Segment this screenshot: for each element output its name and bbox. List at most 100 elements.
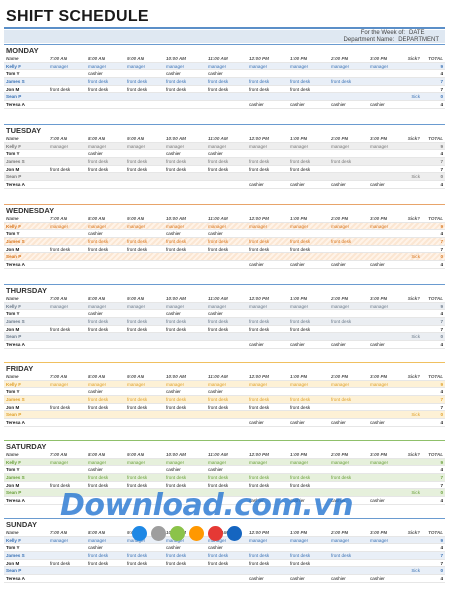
employee-name[interactable]: Kelly F [6,381,22,387]
employee-name[interactable]: James S [6,159,25,165]
shift-cell[interactable]: manager [88,63,107,69]
shift-cell[interactable]: cashier [370,576,385,582]
employee-name[interactable]: Jon M [6,482,20,488]
shift-cell[interactable]: front desk [88,159,109,165]
shift-cell[interactable]: cashier [249,102,264,108]
shift-cell[interactable]: front desk [166,326,187,332]
sick-cell[interactable]: Sick [411,174,420,180]
employee-name[interactable]: Tom Y [6,151,20,157]
employee-name[interactable]: Teresa A [6,498,25,504]
shift-cell[interactable]: manager [88,143,107,149]
shift-cell[interactable]: front desk [290,397,311,403]
shift-cell[interactable]: manager [370,303,389,309]
shift-cell[interactable]: front desk [127,560,148,566]
shift-cell[interactable]: cashier [88,311,103,317]
shift-cell[interactable]: front desk [166,475,187,481]
shift-cell[interactable]: front desk [127,166,148,172]
shift-cell[interactable]: front desk [127,79,148,85]
employee-name[interactable]: Tom Y [6,545,20,551]
employee-name[interactable]: Teresa A [6,420,25,426]
shift-cell[interactable]: cashier [208,311,223,317]
employee-name[interactable]: James S [6,79,25,85]
shift-cell[interactable]: front desk [166,319,187,325]
shift-cell[interactable]: front desk [88,239,109,245]
shift-cell[interactable]: front desk [166,397,187,403]
shift-cell[interactable]: cashier [88,231,103,237]
shift-cell[interactable]: front desk [249,404,270,410]
shift-cell[interactable]: manager [127,537,146,543]
shift-cell[interactable]: manager [166,459,185,465]
shift-cell[interactable]: front desk [249,319,270,325]
shift-cell[interactable]: front desk [249,246,270,252]
shift-cell[interactable]: front desk [208,560,229,566]
employee-name[interactable]: Sean P [6,254,22,260]
shift-cell[interactable]: manager [88,381,107,387]
shift-cell[interactable]: manager [370,459,389,465]
shift-cell[interactable]: manager [249,303,268,309]
shift-cell[interactable]: front desk [127,159,148,165]
shift-cell[interactable]: cashier [370,102,385,108]
shift-cell[interactable]: cashier [249,182,264,188]
shift-cell[interactable]: front desk [208,482,229,488]
shift-cell[interactable]: manager [127,303,146,309]
shift-cell[interactable]: manager [370,537,389,543]
shift-cell[interactable]: manager [249,381,268,387]
shift-cell[interactable]: manager [249,459,268,465]
employee-name[interactable]: James S [6,397,25,403]
shift-cell[interactable]: cashier [166,151,181,157]
shift-cell[interactable]: front desk [50,404,71,410]
shift-cell[interactable]: front desk [127,404,148,410]
shift-cell[interactable]: manager [166,63,185,69]
shift-cell[interactable]: manager [50,143,69,149]
shift-cell[interactable]: manager [331,459,350,465]
shift-cell[interactable]: manager [88,303,107,309]
shift-cell[interactable]: manager [50,459,69,465]
shift-cell[interactable]: front desk [208,246,229,252]
shift-cell[interactable]: front desk [290,326,311,332]
employee-name[interactable]: James S [6,239,25,245]
employee-name[interactable]: Tom Y [6,467,20,473]
shift-cell[interactable]: front desk [290,246,311,252]
employee-name[interactable]: Teresa A [6,182,25,188]
shift-cell[interactable]: front desk [50,86,71,92]
shift-cell[interactable]: cashier [370,498,385,504]
shift-cell[interactable]: front desk [50,326,71,332]
shift-cell[interactable]: front desk [290,553,311,559]
shift-cell[interactable]: front desk [331,397,352,403]
shift-cell[interactable]: manager [50,223,69,229]
shift-cell[interactable]: front desk [290,79,311,85]
employee-name[interactable]: Sean P [6,568,22,574]
shift-cell[interactable]: manager [166,381,185,387]
shift-cell[interactable]: front desk [166,159,187,165]
shift-cell[interactable]: front desk [249,239,270,245]
shift-cell[interactable]: front desk [249,159,270,165]
shift-cell[interactable]: manager [208,381,227,387]
shift-cell[interactable]: front desk [166,482,187,488]
shift-cell[interactable]: manager [290,223,309,229]
shift-cell[interactable]: cashier [249,420,264,426]
shift-cell[interactable]: front desk [208,79,229,85]
shift-cell[interactable]: manager [290,143,309,149]
shift-cell[interactable]: cashier [290,498,305,504]
shift-cell[interactable]: front desk [208,553,229,559]
shift-cell[interactable]: front desk [127,239,148,245]
shift-cell[interactable]: front desk [88,560,109,566]
shift-cell[interactable]: cashier [370,420,385,426]
department-value[interactable]: DEPARTMENT [398,37,439,43]
shift-cell[interactable]: front desk [166,560,187,566]
employee-name[interactable]: Teresa A [6,576,25,582]
shift-cell[interactable]: cashier [331,420,346,426]
shift-cell[interactable]: front desk [208,166,229,172]
shift-cell[interactable]: front desk [166,553,187,559]
shift-cell[interactable]: cashier [88,467,103,473]
shift-cell[interactable]: front desk [249,475,270,481]
shift-cell[interactable]: cashier [208,231,223,237]
shift-cell[interactable]: cashier [88,545,103,551]
employee-name[interactable]: Sean P [6,412,22,418]
shift-cell[interactable]: manager [166,223,185,229]
shift-cell[interactable]: manager [290,63,309,69]
shift-cell[interactable]: manager [290,537,309,543]
shift-cell[interactable]: front desk [249,482,270,488]
shift-cell[interactable]: cashier [166,389,181,395]
shift-cell[interactable]: front desk [331,239,352,245]
